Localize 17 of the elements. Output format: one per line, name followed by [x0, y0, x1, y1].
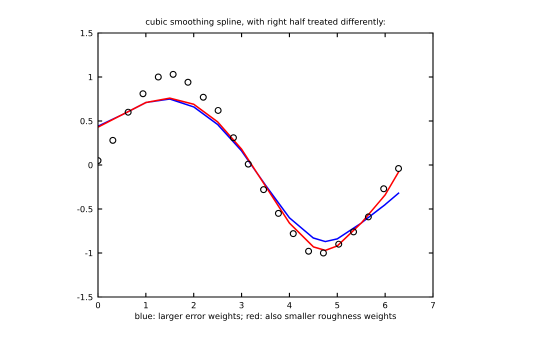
x-tick-label: 1 [144, 302, 148, 308]
chart-title: cubic smoothing spline, with right half treated differently: [146, 18, 385, 26]
x-tick-label: 5 [335, 302, 340, 308]
y-tick-label: -1.5 [77, 294, 92, 300]
x-axis-title: blue: larger error weights; red: also smaller roughness weights [135, 312, 396, 321]
y-tick-label: -1 [85, 250, 92, 256]
y-tick-label: 0 [88, 162, 93, 168]
y-tick-label: 0.5 [80, 118, 92, 124]
y-tick-label: -0.5 [77, 206, 92, 212]
x-tick-label: 7 [431, 302, 435, 308]
x-tick-label: 4 [287, 302, 292, 308]
y-tick-label: 1.5 [80, 30, 92, 36]
x-tick-label: 2 [192, 302, 196, 308]
y-tick-label: 1 [88, 74, 92, 80]
x-tick-label: 6 [383, 302, 388, 308]
x-tick-label: 3 [240, 302, 244, 308]
x-tick-label: 0 [96, 302, 100, 308]
